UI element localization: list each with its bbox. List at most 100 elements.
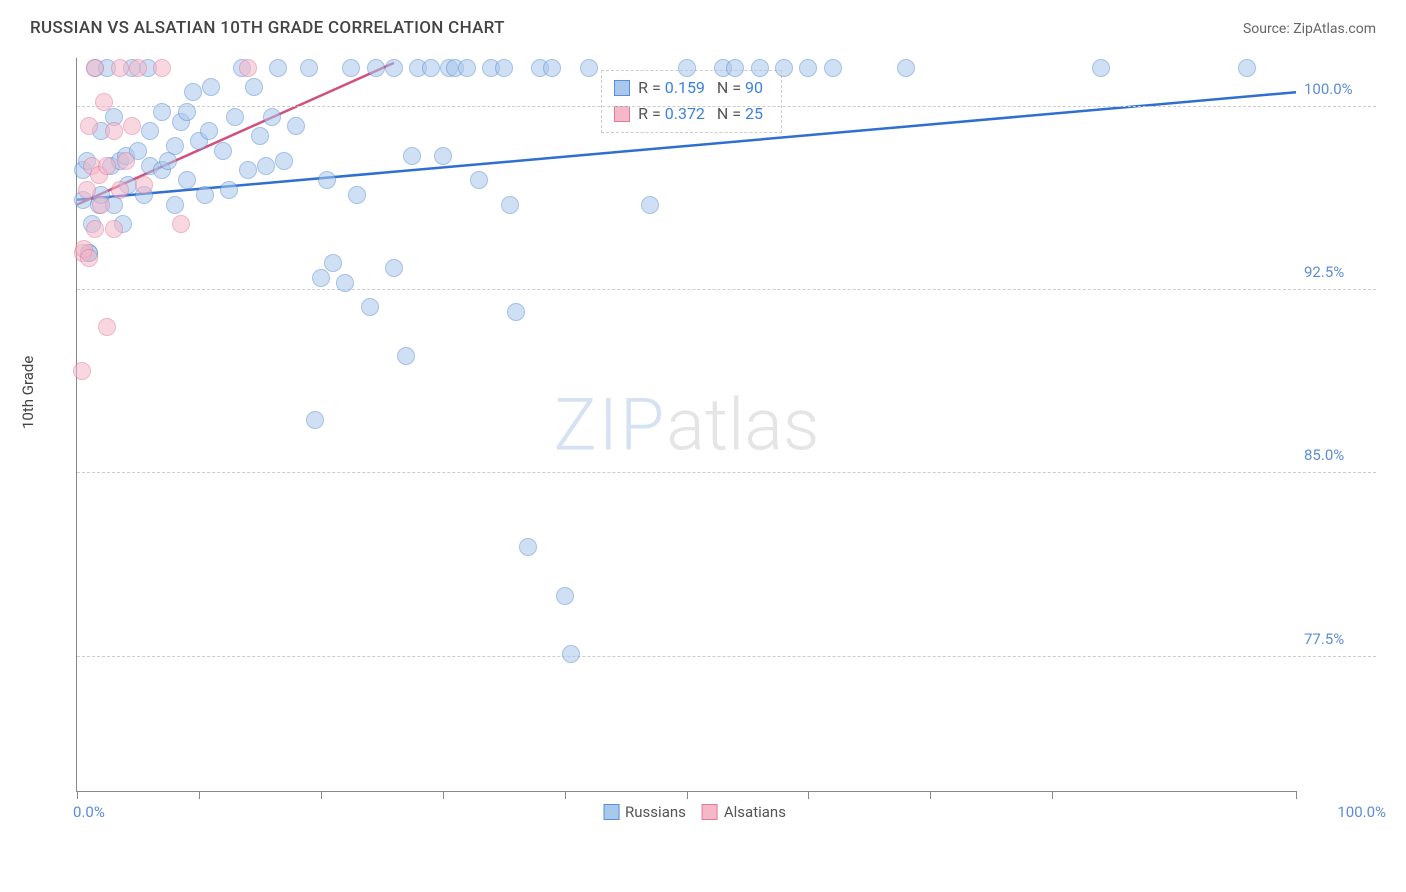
data-point xyxy=(117,152,135,170)
data-point xyxy=(80,117,98,135)
data-point xyxy=(501,196,519,214)
data-point xyxy=(166,137,184,155)
legend-swatch xyxy=(603,804,619,820)
y-axis-label: 10th Grade xyxy=(19,356,37,429)
data-point xyxy=(824,59,842,77)
data-point xyxy=(519,538,537,556)
data-point xyxy=(269,59,287,77)
n-value: 90 xyxy=(745,78,763,97)
gridline xyxy=(77,472,1376,473)
data-point xyxy=(86,59,104,77)
data-point xyxy=(135,176,153,194)
data-point xyxy=(367,59,385,77)
data-point xyxy=(129,59,147,77)
watermark-atlas: atlas xyxy=(666,382,819,467)
stats-legend: R = 0.159 N = 90R = 0.372 N = 25 xyxy=(601,70,782,133)
chart-container: 10th Grade ZIPatlas R = 0.159 N = 90R = … xyxy=(30,48,1376,852)
data-point xyxy=(73,362,91,380)
data-point xyxy=(239,161,257,179)
data-point xyxy=(300,59,318,77)
data-point xyxy=(111,59,129,77)
data-point xyxy=(556,587,574,605)
x-tick xyxy=(687,791,688,799)
data-point xyxy=(95,93,113,111)
data-point xyxy=(153,59,171,77)
legend-swatch xyxy=(614,106,630,122)
y-tick-label: 92.5% xyxy=(1304,263,1374,281)
data-point xyxy=(470,171,488,189)
legend-swatch xyxy=(614,80,630,96)
data-point xyxy=(220,181,238,199)
data-point xyxy=(507,303,525,321)
data-point xyxy=(312,269,330,287)
data-point xyxy=(318,171,336,189)
y-tick-label: 77.5% xyxy=(1304,630,1374,648)
data-point xyxy=(105,122,123,140)
data-point xyxy=(239,59,257,77)
data-point xyxy=(86,220,104,238)
data-point xyxy=(196,186,214,204)
legend-stat-row: R = 0.159 N = 90 xyxy=(614,75,763,101)
data-point xyxy=(245,78,263,96)
data-point xyxy=(178,103,196,121)
gridline xyxy=(77,656,1376,657)
data-point xyxy=(287,117,305,135)
data-point xyxy=(434,147,452,165)
data-point xyxy=(580,59,598,77)
watermark: ZIPatlas xyxy=(554,382,820,467)
y-tick-label: 85.0% xyxy=(1304,446,1374,464)
data-point xyxy=(80,249,98,267)
data-point xyxy=(105,220,123,238)
x-max-label: 100.0% xyxy=(1337,803,1386,821)
y-tick-label: 100.0% xyxy=(1304,80,1374,98)
x-min-label: 0.0% xyxy=(73,803,105,821)
r-value: 0.159 xyxy=(665,78,705,97)
legend-stat-row: R = 0.372 N = 25 xyxy=(614,101,763,127)
data-point xyxy=(342,59,360,77)
watermark-zip: ZIP xyxy=(554,382,667,467)
data-point xyxy=(263,108,281,126)
data-point xyxy=(257,157,275,175)
data-point xyxy=(1238,59,1256,77)
x-tick xyxy=(199,791,200,799)
data-point xyxy=(897,59,915,77)
x-tick xyxy=(77,791,78,799)
data-point xyxy=(172,215,190,233)
x-tick xyxy=(808,791,809,799)
data-point xyxy=(251,127,269,145)
data-point xyxy=(141,122,159,140)
data-point xyxy=(751,59,769,77)
data-point xyxy=(562,645,580,663)
x-tick xyxy=(930,791,931,799)
data-point xyxy=(348,186,366,204)
legend-label: Alsatians xyxy=(724,803,786,821)
data-point xyxy=(403,147,421,165)
data-point xyxy=(1092,59,1110,77)
data-point xyxy=(678,59,696,77)
data-point xyxy=(385,59,403,77)
plot-area: ZIPatlas R = 0.159 N = 90R = 0.372 N = 2… xyxy=(76,58,1296,792)
source-attribution: Source: ZipAtlas.com xyxy=(1243,21,1376,37)
data-point xyxy=(458,59,476,77)
data-point xyxy=(397,347,415,365)
gridline xyxy=(77,289,1376,290)
data-point xyxy=(166,196,184,214)
data-point xyxy=(78,181,96,199)
data-point xyxy=(202,78,220,96)
x-tick xyxy=(1296,791,1297,799)
data-point xyxy=(543,59,561,77)
x-tick xyxy=(565,791,566,799)
data-point xyxy=(98,318,116,336)
data-point xyxy=(726,59,744,77)
x-tick xyxy=(443,791,444,799)
data-point xyxy=(178,171,196,189)
data-point xyxy=(92,196,110,214)
data-point xyxy=(123,117,141,135)
x-tick xyxy=(1052,791,1053,799)
data-point xyxy=(422,59,440,77)
data-point xyxy=(153,103,171,121)
data-point xyxy=(214,142,232,160)
data-point xyxy=(111,181,129,199)
data-point xyxy=(385,259,403,277)
data-point xyxy=(184,83,202,101)
